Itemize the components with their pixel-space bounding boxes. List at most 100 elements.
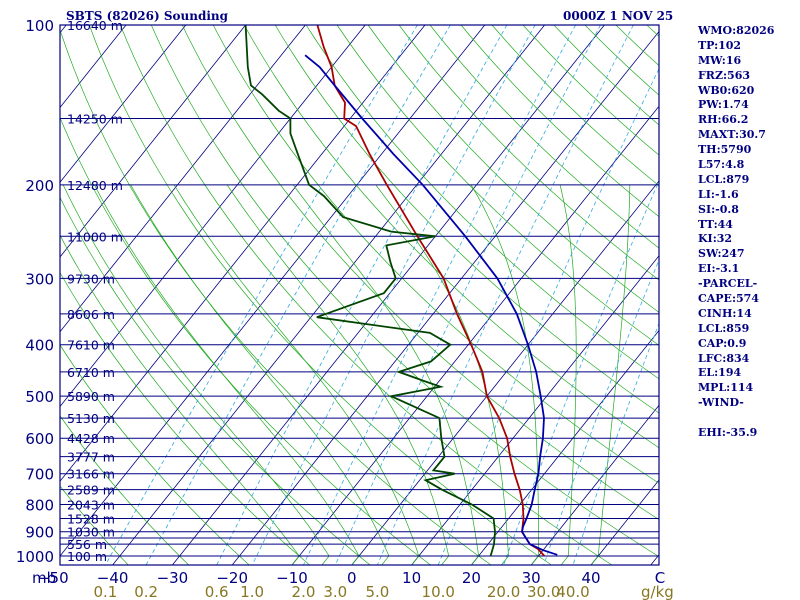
stat-line: TP:102: [698, 38, 742, 52]
temp-tick-label: 30: [522, 569, 541, 587]
isotherm-line: [60, 25, 486, 557]
background-grid: [60, 25, 659, 565]
pressure-tick-label: 300: [25, 270, 54, 288]
mixing-ratio-tick-label: 0.2: [134, 583, 158, 600]
height-label: 11000 m: [67, 229, 123, 244]
moist-adiabat-line: [559, 184, 577, 565]
dry-adiabat-line: [553, 25, 659, 126]
mixing-ratio-tick-label: 5.0: [365, 583, 389, 600]
dry-adiabat-line: [88, 25, 552, 565]
isotherm-line: [411, 255, 659, 565]
stat-line: EL:194: [698, 366, 742, 380]
stat-line: LCL:879: [698, 172, 750, 186]
pressure-tick-label: 200: [25, 177, 54, 195]
pressure-tick-label: 600: [25, 430, 54, 448]
stat-line: TH:5790: [698, 143, 752, 157]
stats-panel: WMO:82026 TP:102 MW:16 FRZ:563 WB0:620 PW:1.7…: [698, 24, 774, 441]
parcel-trace: [304, 54, 558, 556]
dry-adiabat-line: [60, 344, 250, 565]
moist-adiabat-line: [292, 184, 479, 565]
mixing-ratio-tick-label: 40.0: [556, 583, 589, 600]
pressure-tick-label: 700: [25, 466, 54, 484]
moist-adiabat-line: [94, 184, 360, 565]
sounding-traces: [244, 25, 558, 557]
dry-adiabat-line: [60, 415, 189, 565]
height-label: 9730 m: [67, 271, 115, 286]
moist-adiabat-line: [60, 234, 300, 565]
isotherm-line: [60, 25, 187, 183]
dry-adiabat-line: [336, 25, 659, 346]
mixing-ratio-line: [437, 67, 659, 565]
height-label: 100 m: [67, 549, 107, 564]
moist-adiabat-line: [470, 184, 539, 565]
stat-line: MW:16: [698, 53, 742, 67]
stat-line: PW:1.74: [698, 98, 749, 112]
height-label: 12480 m: [67, 178, 123, 193]
stat-line: -WIND-: [698, 396, 744, 410]
temp-tick-label: 10: [402, 569, 421, 587]
height-label: 1528 m: [67, 512, 115, 527]
height-label: 2043 m: [67, 498, 115, 513]
mixing-ratio-tick-label: 0.1: [93, 583, 117, 600]
isotherm-line: [471, 329, 659, 565]
moist-adiabat-line: [173, 184, 420, 565]
dry-adiabat-line: [522, 25, 659, 156]
dry-adiabat-line: [491, 25, 659, 187]
dry-adiabat-line: [60, 271, 310, 565]
stat-line: KI:32: [698, 232, 733, 246]
isotherm-line: [60, 25, 246, 258]
stat-line: WMO:82026: [698, 24, 775, 37]
height-label: 2589 m: [67, 483, 115, 498]
temp-tick-label: −50: [37, 569, 69, 587]
isotherm-line: [291, 105, 659, 565]
isotherm-line: [112, 25, 545, 565]
stat-line: CINH:14: [698, 306, 752, 320]
mixing-ratio-tick-label: 0.6: [205, 583, 229, 600]
pressure-unit-label: mb: [32, 569, 56, 587]
mixing-ratio-line: [145, 25, 451, 565]
dewpoint-trace: [244, 25, 496, 557]
moist-adiabat-line: [130, 184, 390, 565]
plot-frame: [59, 24, 660, 566]
stat-line: FRZ:563: [698, 68, 751, 82]
pressure-tick-label: 500: [25, 388, 54, 406]
mixing-ratio-tick-label: 2.0: [292, 583, 316, 600]
stat-line: WB0:620: [698, 83, 755, 97]
height-label: 7610 m: [67, 338, 115, 353]
temp-tick-label: −20: [216, 569, 248, 587]
sounding-time: 0000Z 1 NOV 25: [563, 9, 674, 23]
mixing-ratio-line: [572, 322, 659, 565]
temp-tick-label: 40: [581, 569, 600, 587]
stat-line: RH:66.2: [698, 113, 749, 127]
moist-adiabat-line: [590, 184, 631, 565]
isotherm-line: [60, 25, 366, 408]
mixing-ratio-line: [543, 258, 659, 565]
stat-line: LI:-1.6: [698, 187, 739, 201]
stat-line: L57:4.8: [698, 158, 745, 172]
height-label: 5130 m: [67, 411, 115, 426]
stat-line: CAP:0.9: [698, 336, 747, 350]
isotherm-line: [60, 25, 67, 34]
mixing-ratio-tick-label: 1.0: [240, 583, 264, 600]
mixing-ratio-tick-label: 30.0: [527, 583, 560, 600]
stat-line: MPL:114: [698, 381, 754, 395]
mixing-ratio-tick-label: 3.0: [323, 583, 347, 600]
height-label: 5890 m: [67, 389, 115, 404]
mixing-ratio-line: [334, 25, 601, 565]
height-label: 556 m: [67, 537, 107, 552]
height-label: 16640 m: [67, 18, 123, 33]
height-label: 4428 m: [67, 431, 115, 446]
height-label: 14250 m: [67, 112, 123, 127]
stat-line: SI:-0.8: [698, 202, 739, 216]
pressure-tick-label: 800: [25, 497, 54, 515]
height-label: 3777 m: [67, 450, 115, 465]
isotherm-line: [60, 25, 426, 482]
temp-tick-label: 20: [462, 569, 481, 587]
stat-line: EI:-3.1: [698, 262, 740, 276]
stat-line: [698, 411, 774, 426]
temp-tick-label: −30: [157, 569, 189, 587]
temp-unit-label: C: [655, 569, 665, 587]
pressure-tick-label: 100: [25, 17, 54, 35]
temp-tick-label: −40: [97, 569, 129, 587]
